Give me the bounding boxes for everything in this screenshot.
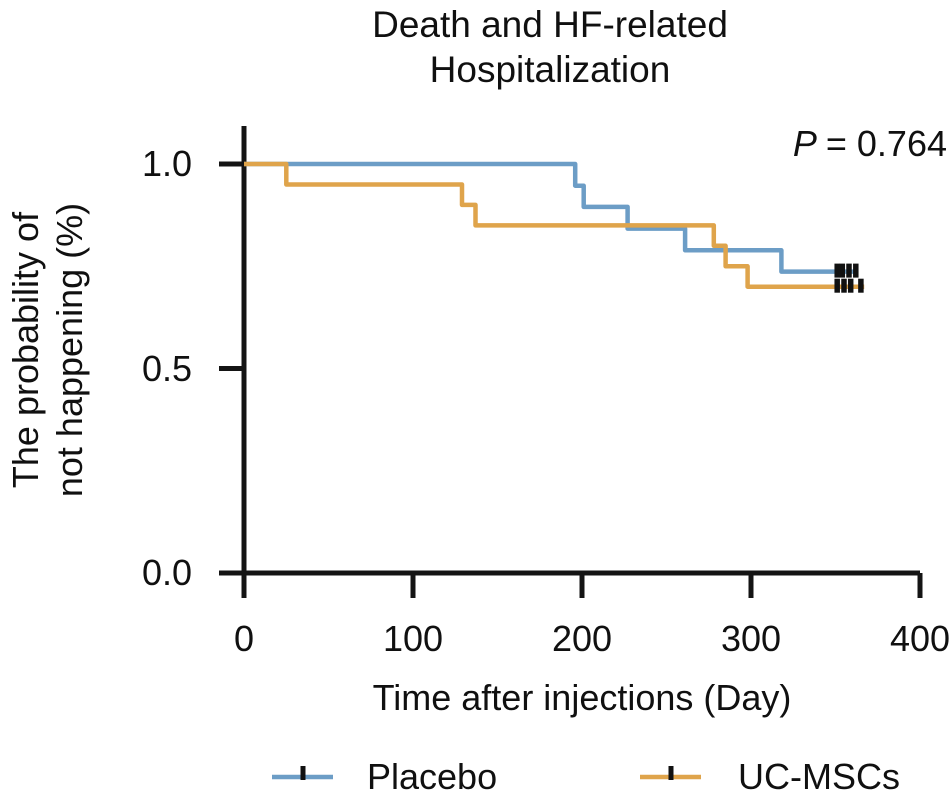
y-tick-label: 0.5 (141, 347, 192, 389)
x-tick-label: 200 (551, 618, 613, 659)
x-tick-label: 300 (720, 618, 782, 659)
x-tick-label: 400 (889, 618, 951, 659)
legend-label-placebo: Placebo (367, 756, 498, 797)
y-tick-label: 1.0 (141, 143, 192, 184)
legend-label-ucmscs: UC-MSCs (738, 756, 900, 797)
p-value-annotation: P = 0.764 (647, 126, 947, 162)
y-tick-label: 0.0 (141, 552, 192, 593)
y-axis-label-line2: not happening (%) (49, 202, 90, 498)
p-value-text: = 0.764 (825, 123, 947, 164)
chart-title-line2: Hospitalization (429, 49, 671, 90)
p-symbol: P (792, 123, 817, 164)
x-tick-label: 100 (382, 618, 444, 659)
y-axis-label: The probability of not happening (%) (4, 110, 92, 590)
curve-uc-mscs (244, 161, 865, 289)
x-axis-label: Time after injections (Day) (372, 677, 792, 718)
chart-title-line1: Death and HF-related (372, 4, 728, 45)
chart-title: Death and HF-related Hospitalization (250, 2, 850, 92)
x-tick-label: 0 (233, 618, 255, 659)
y-axis-label-line1: The probability of (5, 211, 46, 489)
curve-placebo (244, 161, 858, 274)
